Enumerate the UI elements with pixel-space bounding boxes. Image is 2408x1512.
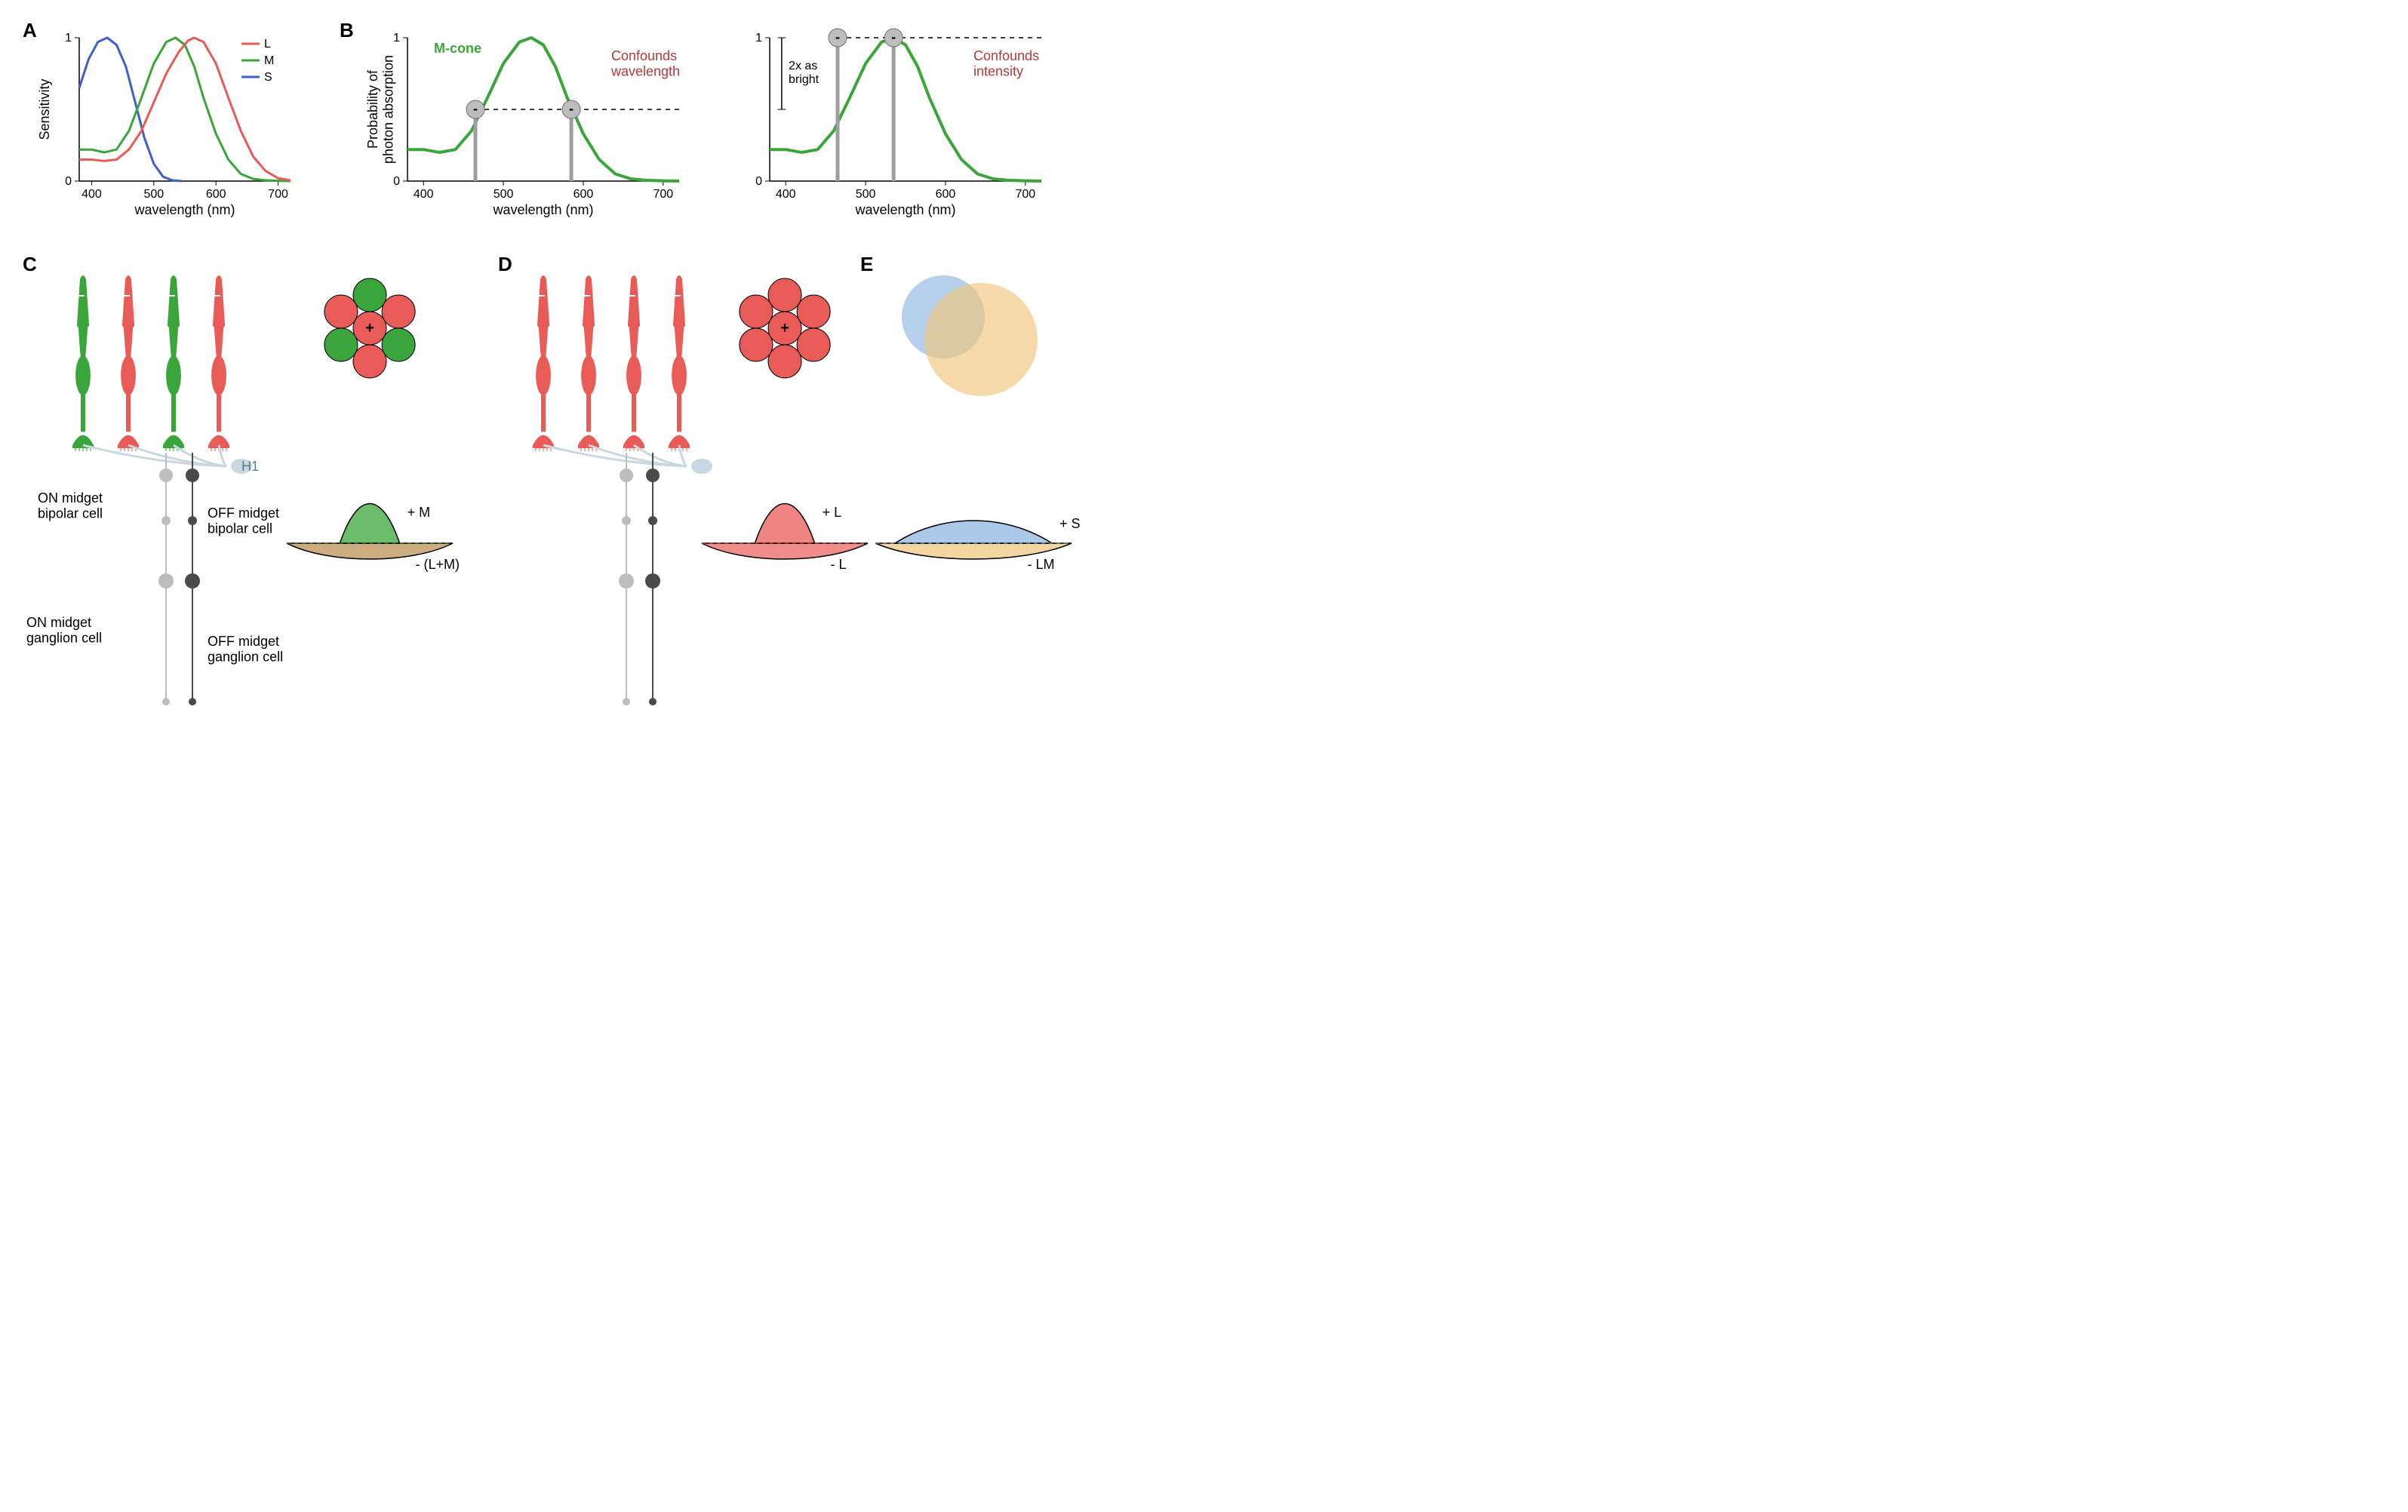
svg-text:500: 500: [856, 188, 876, 201]
svg-text:1: 1: [65, 32, 72, 45]
svg-text:M-cone: M-cone: [434, 41, 481, 56]
svg-text:+: +: [365, 320, 374, 337]
svg-text:+ M: + M: [407, 505, 431, 520]
panel-label-A: A: [23, 19, 37, 42]
svg-text:S: S: [264, 71, 272, 84]
svg-text:-: -: [891, 29, 896, 45]
svg-text:0: 0: [393, 175, 400, 188]
svg-text:600: 600: [574, 188, 594, 201]
svg-text:ON midgetbipolar cell: ON midgetbipolar cell: [38, 490, 103, 521]
panel-label-D: D: [498, 253, 512, 276]
panel-label-B: B: [340, 19, 354, 42]
svg-text:600: 600: [936, 188, 956, 201]
svg-text:400: 400: [414, 188, 434, 201]
svg-text:400: 400: [81, 188, 102, 201]
svg-text:-: -: [835, 29, 840, 45]
figure-root: A B C D E 400 500 600 700 0 1 wavelength (nm) S…: [15, 15, 1117, 709]
svg-text:-: -: [569, 101, 574, 116]
svg-text:2x asbright: 2x asbright: [789, 60, 820, 86]
svg-text:-: -: [473, 101, 478, 116]
svg-text:wavelength (nm): wavelength (nm): [492, 202, 593, 217]
svg-text:700: 700: [268, 188, 288, 201]
svg-text:600: 600: [206, 188, 226, 201]
figure-svg: 400 500 600 700 0 1 wavelength (nm) Sensitivity…: [15, 15, 1117, 709]
svg-text:- (L+M): - (L+M): [416, 557, 460, 572]
svg-text:Confoundswavelength: Confoundswavelength: [610, 48, 680, 79]
svg-text:Probability ofphoton absorptio: Probability ofphoton absorption: [365, 55, 396, 164]
svg-text:+ L: + L: [823, 505, 842, 520]
svg-text:0: 0: [65, 175, 72, 188]
svg-text:- L: - L: [831, 557, 847, 572]
panel-label-C: C: [23, 253, 37, 276]
svg-text:1: 1: [393, 32, 400, 45]
svg-text:1: 1: [755, 32, 762, 45]
svg-text:0: 0: [755, 175, 762, 188]
svg-text:500: 500: [494, 188, 514, 201]
svg-text:OFF midgetganglion cell: OFF midgetganglion cell: [208, 634, 283, 665]
svg-text:L: L: [264, 38, 271, 51]
svg-text:400: 400: [776, 188, 796, 201]
svg-text:+ S: + S: [1059, 516, 1081, 531]
svg-text:wavelength (nm): wavelength (nm): [134, 202, 235, 217]
svg-text:700: 700: [1015, 188, 1035, 201]
svg-text:Confoundsintensity: Confoundsintensity: [973, 48, 1039, 79]
svg-text:- LM: - LM: [1028, 557, 1055, 572]
svg-text:Sensitivity: Sensitivity: [37, 78, 52, 140]
svg-text:wavelength (nm): wavelength (nm): [854, 202, 955, 217]
svg-text:+: +: [780, 320, 789, 337]
svg-text:OFF midgetbipolar cell: OFF midgetbipolar cell: [208, 506, 279, 536]
svg-text:500: 500: [143, 188, 164, 201]
svg-text:ON midgetganglion cell: ON midgetganglion cell: [26, 615, 102, 646]
svg-text:700: 700: [653, 188, 673, 201]
panel-label-E: E: [860, 253, 873, 276]
svg-text:M: M: [264, 54, 274, 67]
svg-text:H1: H1: [241, 459, 259, 474]
